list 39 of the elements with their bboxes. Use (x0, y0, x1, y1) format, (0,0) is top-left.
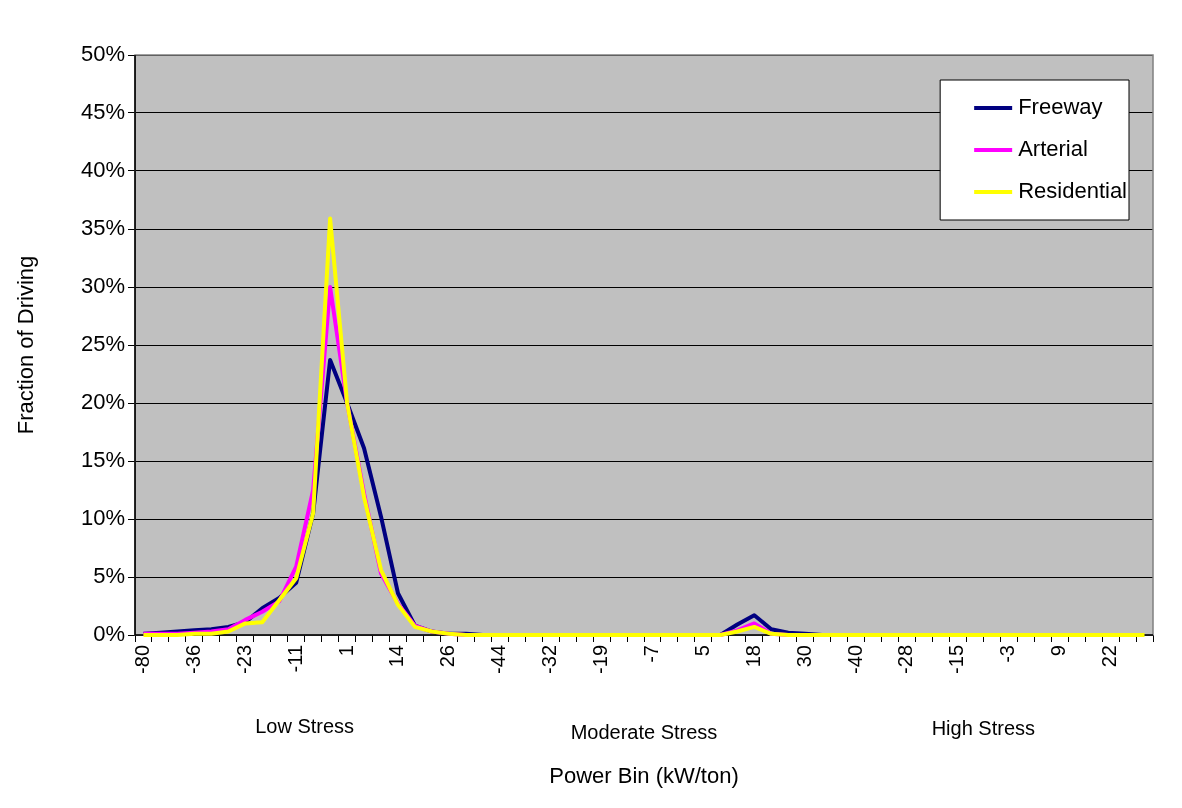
x-tick-label: -80 (131, 645, 153, 674)
x-tick-label: 1 (334, 645, 357, 657)
y-tick-label: 50% (80, 41, 125, 67)
x-tick-label: 9 (1047, 645, 1070, 657)
x-tick-label: -40 (843, 645, 866, 674)
x-tick-label: -36 (181, 645, 204, 674)
y-tick-label: 0% (93, 621, 125, 647)
x-axis-title: Power Bin (kW/ton) (549, 762, 739, 788)
y-tick-label: 35% (80, 215, 125, 241)
y-tick-label: 20% (80, 389, 125, 415)
text: Low Stress (255, 714, 355, 737)
legend-label: Freeway (1018, 94, 1103, 120)
x-tick-label: 14 (385, 645, 408, 668)
x-tick-label: -32 (538, 645, 561, 674)
x-tick-label: -44 (487, 645, 510, 674)
x-tick-label: -19 (589, 645, 612, 674)
x-tick-label: -7 (640, 645, 662, 663)
x-tick-label: -28 (894, 645, 917, 674)
x-tick-label: -23 (232, 645, 255, 674)
y-tick-label: 45% (80, 99, 125, 125)
x-tick-label: -11 (283, 645, 306, 673)
x-tick-label: -3 (996, 645, 1019, 663)
y-tick-label: 5% (93, 563, 125, 589)
x-tick-label: -15 (945, 645, 968, 674)
text: High Stress (931, 716, 1036, 739)
x-tick-label: 26 (436, 645, 459, 668)
x-tick-label: 18 (741, 645, 764, 668)
legend-label: Arterial (1018, 136, 1088, 162)
y-tick-label: 40% (80, 157, 125, 183)
legend-label: Residential (1018, 178, 1127, 204)
x-tick-label: 22 (1098, 645, 1121, 668)
y-tick-label: 15% (80, 447, 125, 473)
y-tick-label: 30% (80, 273, 125, 299)
y-tick-label: 10% (80, 505, 125, 531)
text: Moderate Stress (570, 720, 718, 743)
y-tick-label: 25% (80, 331, 125, 357)
y-axis-title: Fraction of Driving (13, 255, 39, 435)
x-tick-label: 30 (792, 645, 815, 668)
x-tick-label: 5 (690, 645, 713, 657)
